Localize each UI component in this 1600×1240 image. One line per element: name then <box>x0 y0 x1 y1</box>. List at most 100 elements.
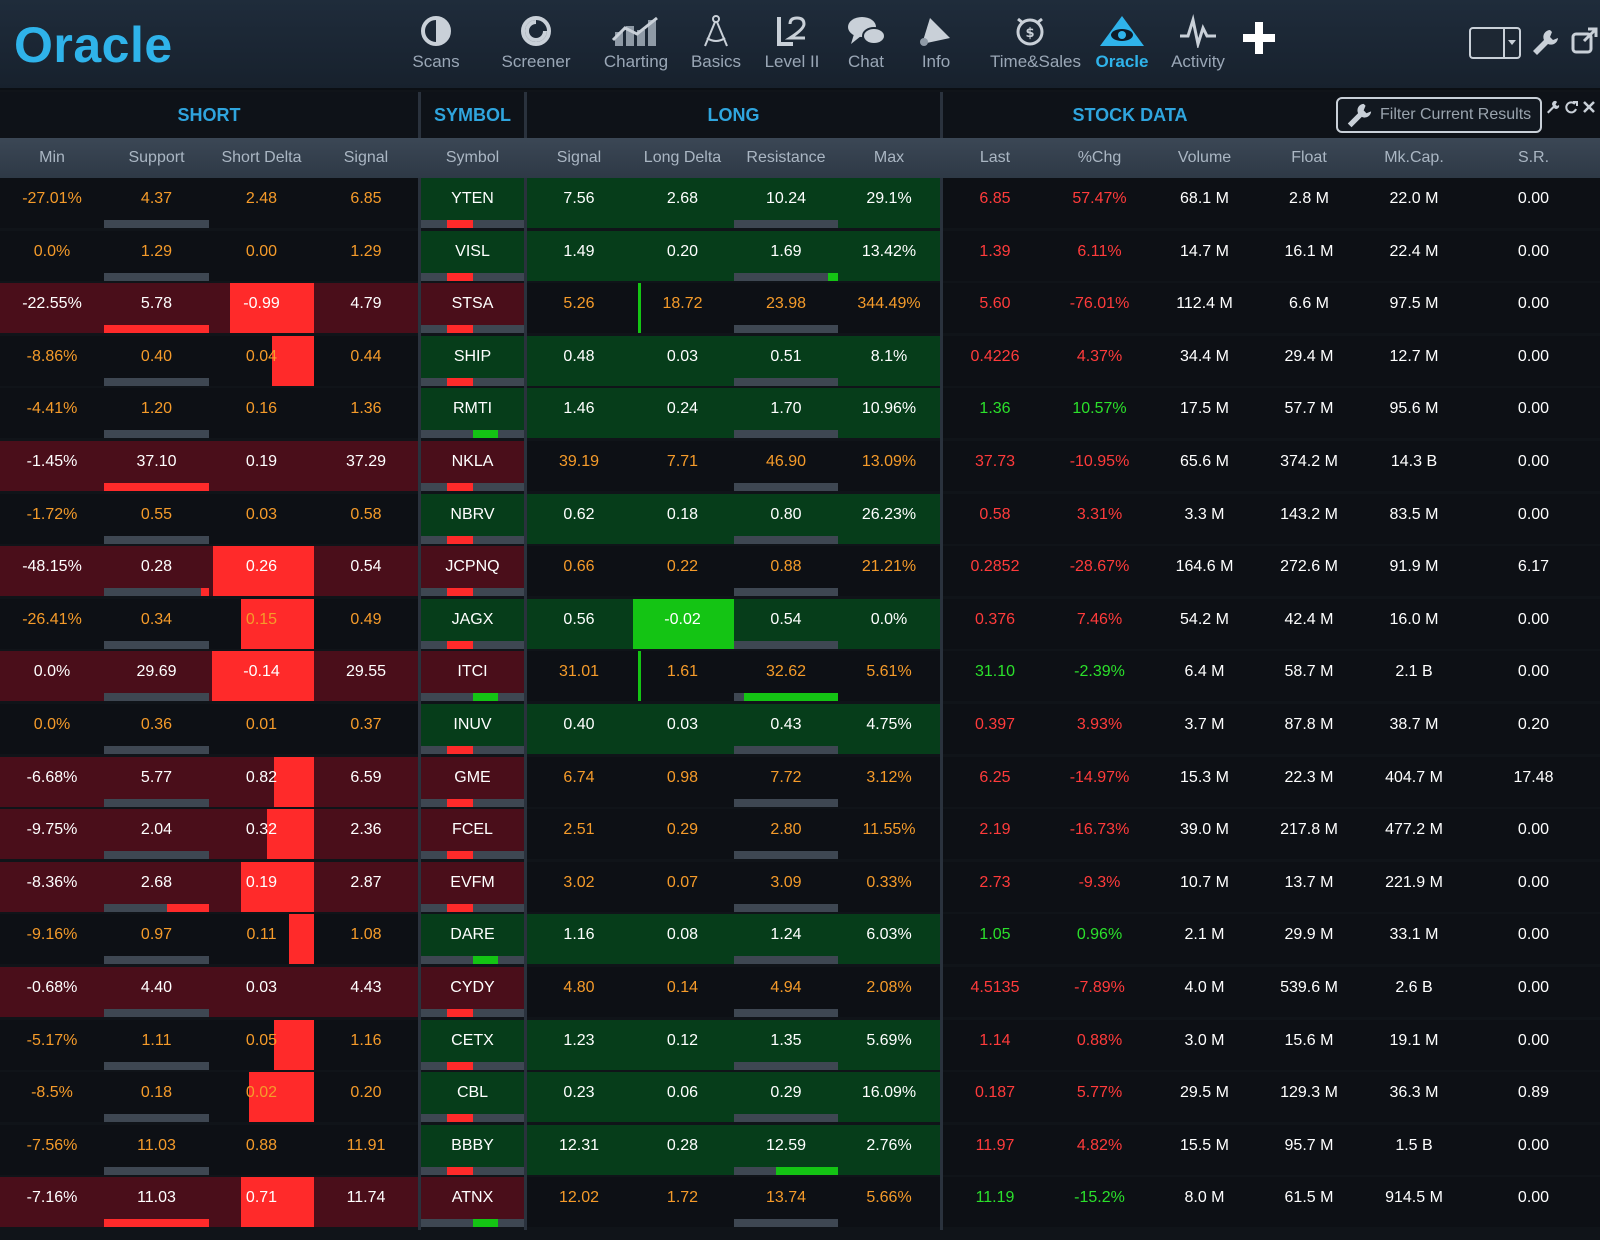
col-symbol[interactable]: Symbol <box>445 149 500 166</box>
cell-value: 1.16 <box>350 1031 382 1049</box>
cell-value: CBL <box>456 1084 489 1102</box>
cell-symbol[interactable]: ATNX <box>421 1177 524 1228</box>
cell-value: 0.29 <box>666 821 699 839</box>
nav-chat[interactable]: Chat <box>826 10 906 80</box>
refresh-icon[interactable] <box>1564 100 1578 114</box>
wrench-icon[interactable] <box>1530 28 1560 58</box>
cell-long-signal: 12.02 <box>527 1177 631 1228</box>
cell-sr: 0.00 <box>1467 335 1600 386</box>
level-track <box>734 1009 838 1017</box>
cell-symbol[interactable]: JCPNQ <box>421 546 524 597</box>
screener-dial-icon <box>521 16 551 46</box>
cell-symbol[interactable]: STSA <box>421 283 524 334</box>
nav-charting-label: Charting <box>603 52 669 71</box>
cell-long-signal: 31.01 <box>527 651 631 702</box>
cell-value: 2.80 <box>770 821 802 839</box>
nav-basics[interactable]: Basics <box>676 10 756 80</box>
cell-symbol[interactable]: YTEN <box>421 178 524 228</box>
col-last[interactable]: Last <box>979 149 1011 166</box>
col-long-delta[interactable]: Long Delta <box>643 149 722 166</box>
col-max[interactable]: Max <box>873 149 905 166</box>
cell-symbol[interactable]: RMTI <box>421 388 524 439</box>
cell-value: 0.00 <box>1517 926 1550 944</box>
cell-sr: 0.00 <box>1467 651 1600 702</box>
nav-oracle[interactable]: Oracle <box>1082 10 1162 80</box>
col-support[interactable]: Support <box>128 149 185 166</box>
col-resistance[interactable]: Resistance <box>746 149 826 166</box>
cell-symbol[interactable]: INUV <box>421 704 524 754</box>
cell-long-delta: 0.98 <box>631 756 734 807</box>
cell-value: 36.3 M <box>1389 1084 1439 1102</box>
cell-symbol[interactable]: GME <box>421 756 524 807</box>
add-tab-button[interactable] <box>1241 20 1281 64</box>
cell-symbol[interactable]: DARE <box>421 914 524 965</box>
cell-symbol[interactable]: BBBY <box>421 1124 524 1175</box>
cell-symbol[interactable]: EVFM <box>421 861 524 912</box>
col-float[interactable]: Float <box>1291 149 1327 166</box>
close-icon[interactable] <box>1582 100 1596 114</box>
cell-max: 11.55% <box>838 809 940 860</box>
cell-last: 1.36 <box>943 388 1047 439</box>
col-pct-change[interactable]: %Chg <box>1077 149 1122 166</box>
cell-symbol[interactable]: CYDY <box>421 967 524 1017</box>
cell-symbol[interactable]: FCEL <box>421 809 524 860</box>
filter-current-results-button[interactable]: Filter Current Results <box>1336 97 1542 133</box>
cell-chg: 57.47% <box>1047 178 1152 228</box>
cell-value: 1.08 <box>350 926 382 944</box>
cell-value: 29.9 M <box>1284 926 1334 944</box>
level-track <box>734 220 838 228</box>
col-min[interactable]: Min <box>39 149 65 166</box>
settings-wrench-icon[interactable] <box>1546 100 1560 114</box>
cell-min: -48.15% <box>0 546 104 597</box>
popout-icon[interactable] <box>1570 26 1598 56</box>
cell-value: 2.68 <box>140 873 173 891</box>
cell-value: 0.00 <box>1517 190 1550 207</box>
col-short-ratio[interactable]: S.R. <box>1517 149 1550 166</box>
cell-resistance: 0.54 <box>734 598 838 649</box>
cell-last: 11.19 <box>943 1177 1047 1228</box>
cell-short-signal: 6.85 <box>314 178 418 228</box>
nav-info-label: Info <box>921 52 951 71</box>
cell-chg: -2.39% <box>1047 651 1152 702</box>
cell-value: 38.7 M <box>1389 716 1439 733</box>
cell-value: 4.37% <box>1076 347 1123 365</box>
nav-info[interactable]: Info <box>896 10 976 80</box>
cell-mkcap: 1.5 B <box>1361 1124 1467 1175</box>
cell-value: 1.39 <box>979 242 1011 260</box>
cell-value: 10.24 <box>765 190 807 207</box>
cell-value: 0.37 <box>350 716 382 733</box>
cell-symbol[interactable]: NBRV <box>421 493 524 544</box>
cell-value: 2.48 <box>245 190 278 207</box>
cell-symbol[interactable]: CETX <box>421 1019 524 1070</box>
cell-float: 539.6 M <box>1257 967 1361 1017</box>
nav-timesales[interactable]: $ Time&Sales <box>990 10 1081 80</box>
layout-toggle-button[interactable] <box>1469 27 1521 59</box>
cell-value: 4.79 <box>350 295 382 313</box>
nav-charting[interactable]: Charting <box>596 10 676 80</box>
col-long-signal[interactable]: Signal <box>556 149 602 166</box>
cell-symbol[interactable]: SHIP <box>421 335 524 386</box>
col-short-signal[interactable]: Signal <box>343 149 389 166</box>
col-volume[interactable]: Volume <box>1177 149 1232 166</box>
cell-symbol[interactable]: JAGX <box>421 598 524 649</box>
cell-mkcap: 12.7 M <box>1361 335 1467 386</box>
cell-symbol[interactable]: CBL <box>421 1072 524 1123</box>
cell-value: RMTI <box>452 400 493 418</box>
cell-symbol[interactable]: VISL <box>421 230 524 281</box>
cell-resistance: 0.43 <box>734 704 838 754</box>
cell-symbol[interactable]: ITCI <box>421 651 524 702</box>
cell-min: -5.17% <box>0 1019 104 1070</box>
cell-sr: 0.00 <box>1467 1124 1600 1175</box>
cell-last: 6.85 <box>943 178 1047 228</box>
cell-support: 5.77 <box>104 756 209 807</box>
nav-level2[interactable]: Level II <box>752 10 832 80</box>
nav-scans[interactable]: Scans <box>396 10 476 80</box>
col-market-cap[interactable]: Mk.Cap. <box>1384 149 1444 166</box>
nav-activity[interactable]: Activity <box>1158 10 1238 80</box>
cell-short-delta: 0.16 <box>209 388 314 439</box>
col-short-delta[interactable]: Short Delta <box>221 149 302 166</box>
nav-screener[interactable]: Screener <box>496 10 576 80</box>
cell-mkcap: 404.7 M <box>1361 756 1467 807</box>
level-track <box>421 483 524 491</box>
cell-symbol[interactable]: NKLA <box>421 441 524 491</box>
